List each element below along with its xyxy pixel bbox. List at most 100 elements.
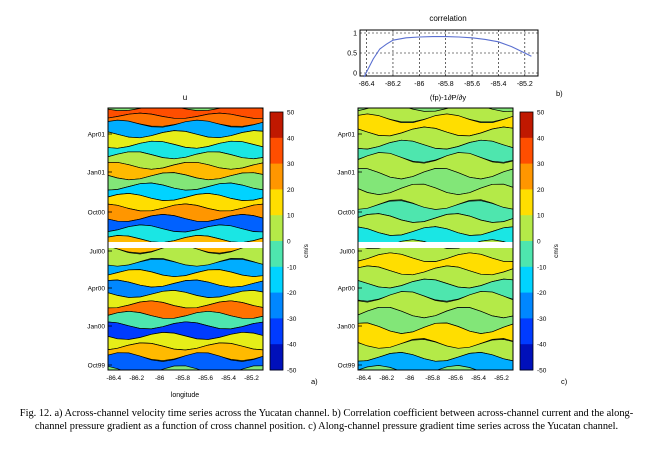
pressure-gradient-plot-frame	[357, 107, 514, 371]
c-colorbar-tick-label: -30	[537, 316, 547, 323]
a-colorbar-frame	[269, 111, 284, 371]
velocity-contour-panel: u -86.4 -86.2 -86 -85.8 -85.6 -85.4 -85.2 Apr0…	[87, 93, 318, 399]
a-colorbar-tick-label: -40	[287, 342, 297, 349]
c-y-tick-label: Jul00	[339, 249, 355, 256]
c-contour-band	[358, 108, 513, 123]
a-colorbar-swatch	[270, 241, 283, 268]
a-contour-band	[108, 352, 263, 370]
velocity-x-ticks: -86.4 -86.2 -86 -85.8 -85.6 -85.4 -85.2	[106, 375, 259, 382]
a-colorbar-swatch	[270, 163, 283, 190]
c-colorbar-tick-label: 0	[537, 239, 541, 246]
pressure-gradient-contour-bands	[358, 108, 513, 370]
a-contour-band	[108, 342, 263, 361]
c-colorbar-swatch	[520, 163, 533, 190]
c-y-tick-label: Jan01	[337, 170, 355, 177]
a-colorbar-swatch	[270, 292, 283, 319]
correlation-x-tick-label: -85.6	[464, 81, 480, 88]
a-y-tick-label: Apr00	[88, 286, 106, 293]
c-x-tick-label: -85.2	[494, 375, 509, 382]
a-colorbar-swatch	[270, 344, 283, 371]
a-y-tick-label: Oct00	[88, 210, 106, 217]
c-colorbar-swatch	[520, 137, 533, 165]
correlation-panel-label: b)	[556, 89, 563, 98]
correlation-x-ticks: -86.4 -86.2 -86 -85.8 -85.6 -85.4 -85.2	[359, 81, 533, 88]
a-colorbar-tick-label: -10	[287, 264, 297, 271]
a-colorbar-unit-label: cm/s	[303, 243, 310, 257]
c-colorbar-tick-label: -40	[537, 342, 547, 349]
c-colorbar-tick-label: 40	[537, 135, 545, 142]
a-colorbar-swatch	[270, 189, 283, 216]
a-colorbar-tick-label: 20	[287, 187, 295, 194]
a-colorbar-swatch	[270, 215, 283, 242]
a-x-tick-label: -86.2	[129, 375, 144, 382]
correlation-y-tick-label: 1	[353, 31, 357, 38]
correlation-y-tick-label: 0.5	[347, 51, 357, 58]
c-colorbar-tick-label: -50	[537, 368, 547, 375]
c-colorbar-swatch	[520, 292, 533, 319]
c-colorbar-swatch	[520, 344, 533, 371]
c-y-tick-label: Oct00	[338, 210, 356, 217]
correlation-title: correlation	[429, 14, 466, 23]
c-colorbar-tick-label: 30	[537, 161, 545, 168]
c-x-tick-label: -86.2	[379, 375, 394, 382]
figure: correlation -86.4 -86.2 -86 -85.8 -85.6 -85.4…	[87, 14, 568, 399]
correlation-y-ticks: 00.51	[347, 31, 357, 78]
a-colorbar-tick-label: 30	[287, 161, 295, 168]
c-colorbar-tick-label: -10	[537, 264, 547, 271]
c-colorbar-swatch	[520, 318, 533, 345]
velocity-gap	[108, 242, 263, 248]
velocity-panel-label: a)	[311, 377, 318, 386]
a-colorbar-tick-label: 10	[287, 213, 295, 220]
pressure-gradient-colorbar: 50 40 30 20 10 0 -10 -20 -30 -40 -50 cm/s	[519, 110, 560, 375]
correlation-x-axis-label: (fp)-1∂P/∂y	[430, 93, 466, 102]
pressure-gradient-gap	[358, 242, 513, 248]
a-colorbar-tick-label: 40	[287, 135, 295, 142]
c-y-tick-label: Jan00	[337, 324, 355, 331]
a-colorbar-tick-label: -30	[287, 316, 297, 323]
a-x-tick-label: -85.8	[175, 375, 190, 382]
c-colorbar-tick-label: 50	[537, 110, 545, 117]
pressure-gradient-contour-panel: -86.4 -86.2 -86 -85.8 -85.6 -85.4 -85.2 Apr01 J…	[337, 107, 568, 386]
correlation-y-tick-label: 0	[353, 71, 357, 78]
correlation-x-tick-label: -86.2	[385, 81, 401, 88]
c-colorbar-swatch	[520, 241, 533, 268]
correlation-x-tick-label: -85.8	[438, 81, 454, 88]
velocity-y-ticks: Apr01 Jan01 Oct00 Jul00 Apr00 Jan00 Oct99	[87, 132, 112, 370]
a-y-tick-label: Oct99	[88, 363, 106, 370]
a-contour-band	[108, 112, 263, 127]
c-y-tick-label: Oct99	[338, 363, 356, 370]
a-x-tick-label: -85.6	[198, 375, 213, 382]
c-x-tick-label: -86.4	[356, 375, 371, 382]
correlation-x-tick-label: -85.4	[490, 81, 506, 88]
c-x-tick-label: -85.4	[471, 375, 486, 382]
c-colorbar-frame	[519, 111, 534, 371]
c-colorbar-swatch	[520, 112, 533, 139]
correlation-x-tick-label: -86	[414, 81, 424, 88]
a-colorbar-swatch	[270, 266, 283, 294]
a-colorbar-tick-label: 50	[287, 110, 295, 117]
c-x-tick-label: -85.6	[448, 375, 463, 382]
correlation-line-chart: correlation -86.4 -86.2 -86 -85.8 -85.6 -85.4…	[347, 14, 563, 102]
a-colorbar-tick-label: -50	[287, 368, 297, 375]
velocity-x-axis-label: longitude	[171, 392, 200, 399]
c-colorbar-swatch	[520, 215, 533, 242]
velocity-plot-frame	[107, 107, 264, 371]
correlation-x-tick-label: -85.2	[517, 81, 533, 88]
c-colorbar-swatch	[520, 189, 533, 216]
c-contour-band	[358, 352, 513, 370]
c-x-tick-label: -86	[405, 375, 415, 382]
a-x-tick-label: -85.4	[221, 375, 236, 382]
c-colorbar-tick-label: 10	[537, 213, 545, 220]
pressure-gradient-panel-label: c)	[561, 377, 568, 386]
a-y-tick-label: Apr01	[88, 132, 106, 139]
a-colorbar-tick-label: -20	[287, 290, 297, 297]
a-x-tick-label: -86	[155, 375, 165, 382]
correlation-line	[363, 36, 532, 78]
velocity-title: u	[183, 93, 187, 102]
a-y-tick-label: Jan00	[87, 324, 105, 331]
c-y-tick-label: Apr00	[338, 286, 356, 293]
a-colorbar-swatch	[270, 137, 283, 165]
pressure-gradient-x-ticks: -86.4 -86.2 -86 -85.8 -85.6 -85.4 -85.2	[356, 375, 509, 382]
figure-caption: Fig. 12. a) Across-channel velocity time…	[19, 408, 634, 432]
correlation-x-tick-label: -86.4	[359, 81, 375, 88]
